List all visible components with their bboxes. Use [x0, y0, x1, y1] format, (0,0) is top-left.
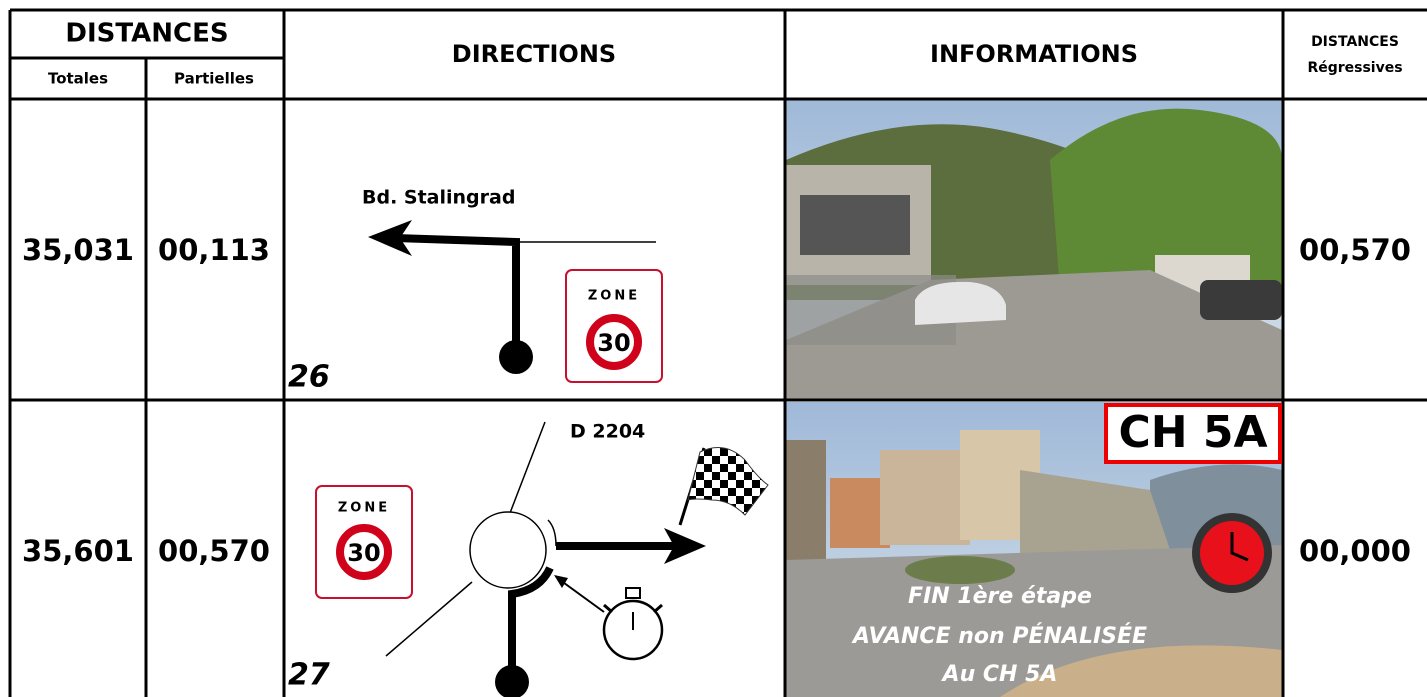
photo-2 [786, 402, 1282, 697]
info-note: Au CH 5A [941, 662, 1058, 687]
header-totales: Totales [48, 70, 108, 88]
road-label: D 2204 [570, 421, 645, 443]
stopwatch [602, 587, 664, 661]
table-grid [8, 8, 1427, 697]
road-label: Bd. Stalingrad [362, 187, 515, 209]
header-distances: DISTANCES [65, 19, 228, 49]
info-note: AVANCE non PÉNALISÉE [851, 623, 1147, 649]
step-number: 26 [288, 360, 330, 395]
distance-totale: 35,601 [22, 534, 134, 568]
sign-zone: ZONE [338, 501, 390, 516]
zone-30-sign: ZONE 30 [565, 269, 663, 383]
step-number: 27 [288, 658, 330, 693]
header-directions: DIRECTIONS [452, 40, 616, 68]
clock-icon [1192, 513, 1272, 593]
zone-30-sign: ZONE 30 [315, 485, 413, 599]
sign-zone: ZONE [588, 289, 640, 304]
roundabout-diagram [385, 421, 706, 697]
distance-totale: 35,031 [22, 233, 134, 267]
ch-badge: CH 5A [1104, 403, 1282, 464]
distance-partielle: 00,113 [158, 233, 270, 267]
checkered-flag [678, 447, 769, 526]
distance-regressive: 00,570 [1299, 233, 1411, 267]
photo-1 [786, 100, 1282, 399]
direction-arrow [368, 220, 656, 374]
badge-text: CH 5A [1118, 407, 1267, 458]
info-note: FIN 1ère étape [908, 584, 1092, 609]
sign-limit: 30 [347, 539, 380, 567]
sign-limit: 30 [597, 329, 630, 357]
header-regressives: Régressives [1307, 60, 1402, 76]
header-informations: INFORMATIONS [930, 40, 1138, 68]
distance-regressive: 00,000 [1299, 534, 1411, 568]
header-partielles: Partielles [174, 70, 254, 88]
header-distances-regressives: DISTANCES [1311, 34, 1399, 50]
distance-partielle: 00,570 [158, 534, 270, 568]
